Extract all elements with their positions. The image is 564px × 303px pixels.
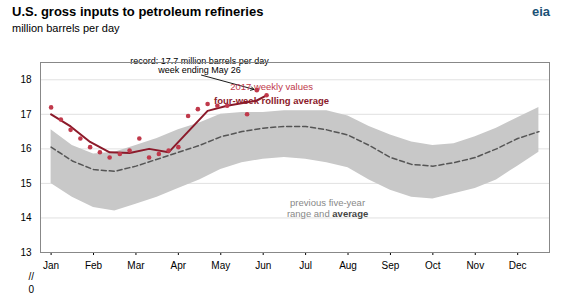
svg-text:13: 13 <box>20 247 32 258</box>
svg-text:four-week rolling average: four-week rolling average <box>214 95 329 106</box>
svg-text:18: 18 <box>20 74 32 85</box>
svg-text:Nov: Nov <box>466 260 484 271</box>
svg-text:0: 0 <box>28 284 34 295</box>
svg-text:2017 weekly values: 2017 weekly values <box>230 81 313 92</box>
svg-text:Jan: Jan <box>43 260 59 271</box>
svg-text://: // <box>28 271 34 282</box>
svg-text:15: 15 <box>20 178 32 189</box>
svg-text:Apr: Apr <box>171 260 187 271</box>
svg-text:Oct: Oct <box>425 260 441 271</box>
svg-text:previous five-year: previous five-year <box>290 197 365 208</box>
svg-text:Mar: Mar <box>127 260 145 271</box>
svg-text:Aug: Aug <box>339 260 357 271</box>
html-text:eia: eia <box>531 4 550 19</box>
svg-text:17: 17 <box>20 109 32 120</box>
svg-text:Dec: Dec <box>509 260 527 271</box>
html-text:million barrels per day: million barrels per day <box>12 22 120 34</box>
svg-text:Sep: Sep <box>382 260 400 271</box>
html-text:U.S. gross inputs to petroleum: U.S. gross inputs to petroleum refinerie… <box>12 4 264 19</box>
svg-text:Feb: Feb <box>85 260 103 271</box>
svg-text:Jul: Jul <box>299 260 312 271</box>
svg-text:range and average: range and average <box>287 208 368 219</box>
svg-text:14: 14 <box>20 212 32 223</box>
svg-text:Jun: Jun <box>255 260 271 271</box>
svg-text:record: 17.7 million barrels p: record: 17.7 million barrels per dayweek… <box>130 56 269 75</box>
svg-text:May: May <box>211 260 230 271</box>
svg-text:16: 16 <box>20 143 32 154</box>
